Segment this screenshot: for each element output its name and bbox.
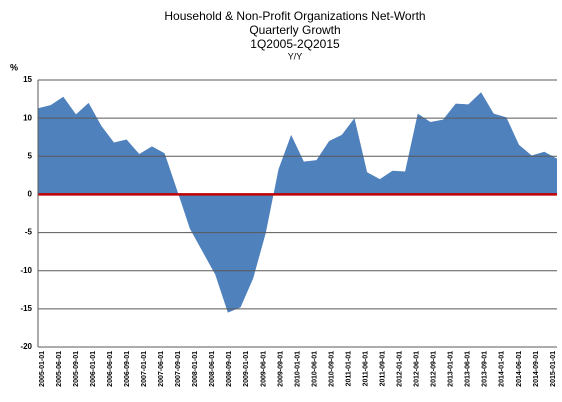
x-tick-label: 2013-01-01 xyxy=(448,351,455,387)
x-tick-label: 2014-09-01 xyxy=(533,351,540,387)
area xyxy=(38,92,557,313)
x-tick-label: 2007-01-01 xyxy=(141,351,148,387)
x-tick-label: 2009-01-01 xyxy=(243,351,250,387)
x-tick-label: 2011-01-01 xyxy=(345,351,352,387)
x-tick-label: 2013-09-01 xyxy=(482,351,489,387)
chart-subtitle: Quarterly Growth xyxy=(249,23,340,37)
x-tick-label: 2010-06-01 xyxy=(311,351,318,387)
chart-title: Household & Non-Profit Organizations Net… xyxy=(164,9,425,23)
chart-measure: Y/Y xyxy=(288,51,303,61)
x-tick-label: 2008-06-01 xyxy=(209,351,216,387)
x-tick-label: 2012-06-01 xyxy=(414,351,421,387)
x-tick-label: 2012-01-01 xyxy=(397,351,404,387)
y-tick-label: 15 xyxy=(23,75,32,84)
x-tick-label: 2006-01-01 xyxy=(90,351,97,387)
x-tick-label: 2011-06-01 xyxy=(362,351,369,387)
x-tick-label: 2010-09-01 xyxy=(328,351,335,387)
x-tick-label: 2009-09-01 xyxy=(277,351,284,387)
x-tick-label: 2005-09-01 xyxy=(73,351,80,387)
x-tick-label: 2015-01-01 xyxy=(550,351,557,387)
x-tick-label: 2009-06-01 xyxy=(260,351,267,387)
y-axis-label: % xyxy=(10,62,18,72)
y-tick-label: 0 xyxy=(28,190,33,199)
x-tick-label: 2014-06-01 xyxy=(516,351,523,387)
x-tick-label: 2005-01-01 xyxy=(39,351,46,387)
x-tick-label: 2012-09-01 xyxy=(431,351,438,387)
x-tick-label: 2008-09-01 xyxy=(226,351,233,387)
y-tick-label: -15 xyxy=(20,304,32,313)
x-tick-label: 2007-09-01 xyxy=(175,351,182,387)
y-tick-label: -20 xyxy=(20,342,32,351)
x-tick-label: 2010-01-01 xyxy=(294,351,301,387)
y-tick-label: -10 xyxy=(20,266,32,275)
y-tick-label: 5 xyxy=(28,151,33,160)
x-tick-label: 2006-09-01 xyxy=(124,351,131,387)
y-tick-label: -5 xyxy=(25,228,33,237)
x-tick-label: 2013-06-01 xyxy=(465,351,472,387)
y-tick-label: 10 xyxy=(23,113,32,122)
x-tick-label: 2007-06-01 xyxy=(158,351,165,387)
chart-period: 1Q2005-2Q2015 xyxy=(250,37,340,51)
x-tick-label: 2014-01-01 xyxy=(499,351,506,387)
x-tick-label: 2006-06-01 xyxy=(107,351,114,387)
x-tick-label: 2008-01-01 xyxy=(192,351,199,387)
x-tick-label: 2011-09-01 xyxy=(380,351,387,387)
x-tick-label: 2005-06-01 xyxy=(56,351,63,387)
